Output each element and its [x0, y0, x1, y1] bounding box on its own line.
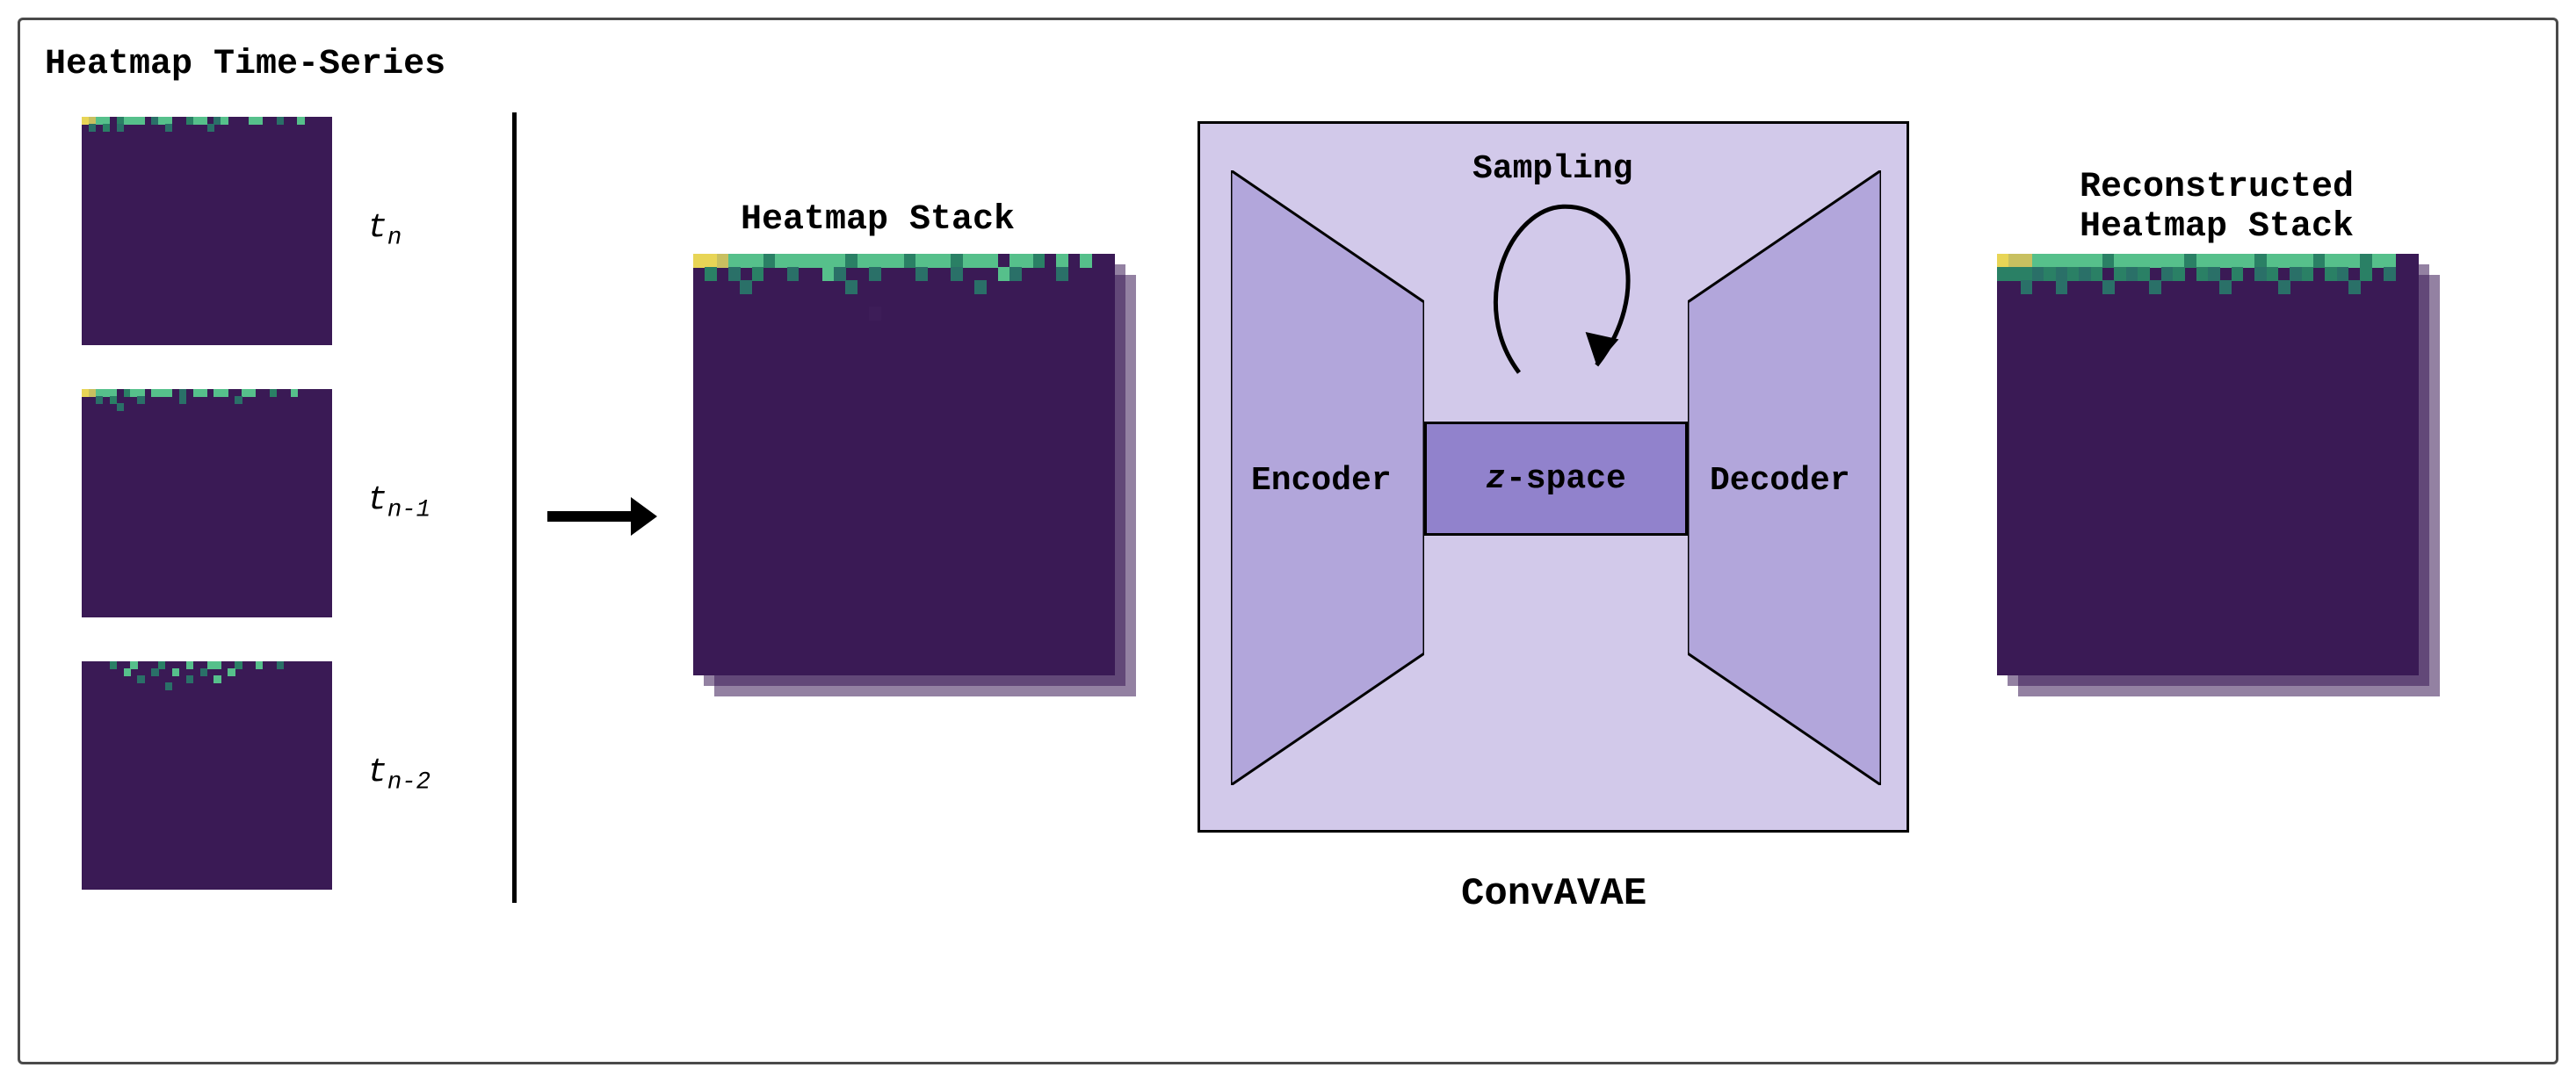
- zspace-label: z-space: [1486, 460, 1626, 498]
- sampling-loop-arrow: [1464, 203, 1648, 387]
- heatmap-tn: [82, 117, 332, 345]
- separator-line: [512, 112, 517, 903]
- label-tn: tn: [367, 209, 402, 252]
- label-tn2: tn-2: [367, 754, 431, 797]
- heatmap-reconstructed: [1997, 254, 2419, 675]
- timeseries-title: Heatmap Time-Series: [45, 45, 445, 84]
- encoder-label: Encoder: [1251, 462, 1392, 500]
- heatmap-stack-label: Heatmap Stack: [741, 200, 1015, 240]
- convavae-title: ConvAVAE: [1461, 872, 1646, 916]
- heatmap-stack-main: [693, 254, 1115, 675]
- zspace-box: z-space: [1424, 422, 1688, 536]
- sampling-label: Sampling: [1473, 150, 1632, 188]
- heatmap-tn2: [82, 661, 332, 890]
- convavae-box: z-space Encoder Decoder Sampling: [1198, 121, 1909, 833]
- reconstructed-label: ReconstructedHeatmap Stack: [2032, 168, 2401, 247]
- arrow-right: [547, 490, 657, 543]
- decoder-label: Decoder: [1710, 462, 1850, 500]
- label-tn1: tn-1: [367, 481, 431, 524]
- heatmap-tn1: [82, 389, 332, 617]
- diagram-frame: Heatmap Time-Series tn tn-1 tn-2 Heatmap…: [18, 18, 2558, 1064]
